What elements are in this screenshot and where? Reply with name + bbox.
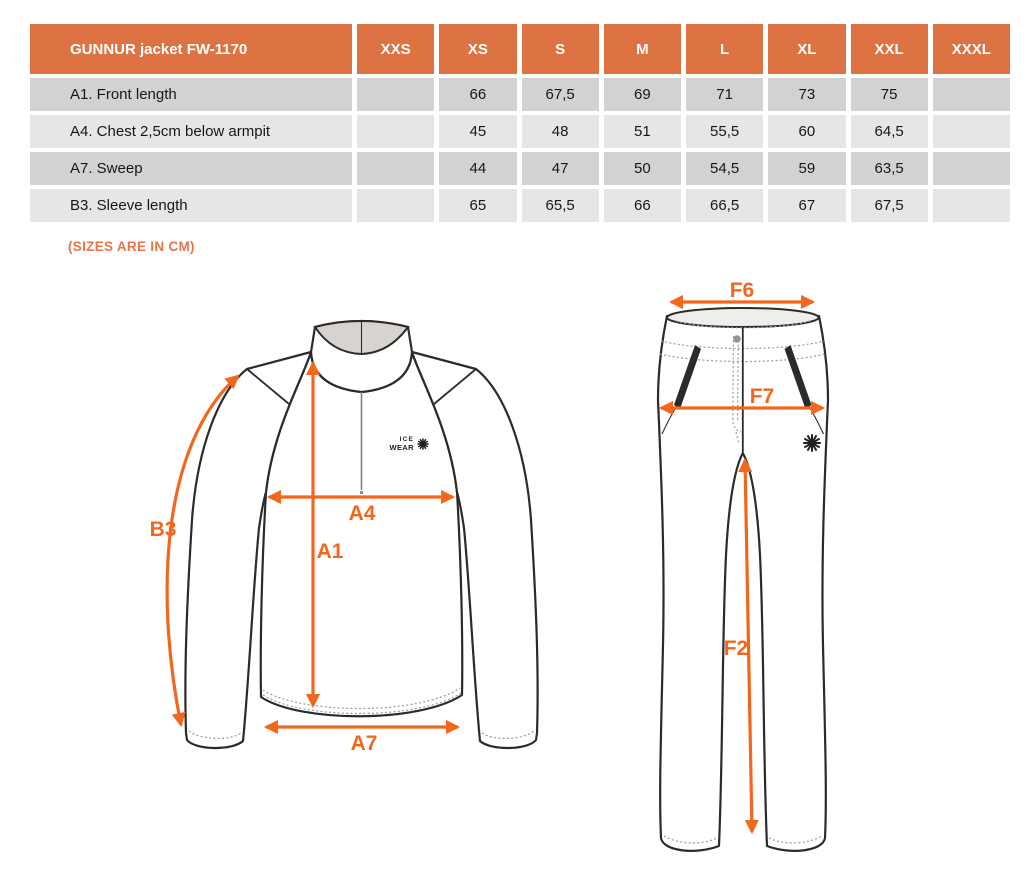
size-value — [357, 189, 435, 222]
jacket-logo: ICE WEAR — [389, 436, 429, 452]
size-value — [932, 115, 1010, 148]
measurement-row-label: A1. Front length — [30, 78, 352, 111]
pants-logo-snowflake-icon — [803, 434, 821, 452]
sizes-unit-note: (SIZES ARE IN CM) — [68, 239, 195, 254]
size-value — [357, 152, 435, 185]
pants-drawing: F6 F7 F2 — [656, 279, 830, 852]
measurement-row-label: A4. Chest 2,5cm below armpit — [30, 115, 352, 148]
pants-label-f2: F2 — [724, 637, 749, 660]
jacket-logo-text-2: WEAR — [389, 443, 414, 452]
size-column-header-l: L — [686, 24, 764, 74]
size-value: 64,5 — [850, 115, 928, 148]
size-value: 60 — [768, 115, 846, 148]
size-value: 65,5 — [521, 189, 599, 222]
jacket-label-a1: A1 — [317, 540, 344, 563]
size-column-header-xs: XS — [439, 24, 517, 74]
size-table: GUNNUR jacket FW-1170 XXS XS S M L XL XXL XXXL A1… — [30, 24, 1010, 222]
size-value: 66 — [603, 189, 681, 222]
table-title: GUNNUR jacket FW-1170 — [30, 24, 352, 74]
jacket-cuff-stitching — [188, 730, 535, 739]
pants-arrow-f2 — [738, 457, 759, 835]
jacket-label-b3: B3 — [150, 518, 177, 541]
jacket-logo-text-1: ICE — [400, 436, 414, 443]
jacket-measurement-arrows — [165, 360, 461, 735]
pants-measurement-arrows — [658, 294, 826, 835]
measurement-row-label: A7. Sweep — [30, 152, 352, 185]
jacket-label-a7: A7 — [351, 732, 378, 755]
size-value: 66,5 — [686, 189, 764, 222]
jacket-logo-snowflake-icon — [417, 438, 429, 450]
jacket-shoulder-seams — [246, 368, 477, 405]
size-value: 69 — [603, 78, 681, 111]
size-value: 66 — [439, 78, 517, 111]
size-value: 44 — [439, 152, 517, 185]
size-column-header-s: S — [521, 24, 599, 74]
size-value: 45 — [439, 115, 517, 148]
size-value: 48 — [521, 115, 599, 148]
size-value: 67 — [768, 189, 846, 222]
size-value: 54,5 — [686, 152, 764, 185]
size-value: 67,5 — [521, 78, 599, 111]
size-value: 73 — [768, 78, 846, 111]
jacket-zipper-pull — [359, 490, 364, 495]
size-column-header-xxxl: XXXL — [932, 24, 1010, 74]
size-value: 65 — [439, 189, 517, 222]
size-value: 47 — [521, 152, 599, 185]
pants-label-f7: F7 — [750, 385, 775, 408]
size-column-header-m: M — [603, 24, 681, 74]
pants-hem-stitching — [663, 835, 823, 844]
size-value: 50 — [603, 152, 681, 185]
size-column-header-xxs: XXS — [357, 24, 435, 74]
size-value: 59 — [768, 152, 846, 185]
size-value — [932, 152, 1010, 185]
size-value: 75 — [850, 78, 928, 111]
pants-label-f6: F6 — [730, 279, 755, 302]
measurement-row-label: B3. Sleeve length — [30, 189, 352, 222]
size-value: 63,5 — [850, 152, 928, 185]
size-column-header-xxl: XXL — [850, 24, 928, 74]
size-value — [357, 115, 435, 148]
jacket-label-a4: A4 — [349, 502, 376, 525]
size-value — [357, 78, 435, 111]
size-value — [932, 189, 1010, 222]
size-value: 51 — [603, 115, 681, 148]
size-column-header-xl: XL — [768, 24, 846, 74]
size-value: 55,5 — [686, 115, 764, 148]
jacket-drawing: ICE WEAR B3 A4 A1 A7 — [150, 319, 539, 755]
size-value — [932, 78, 1010, 111]
jacket-right-sleeve-outline — [410, 350, 539, 750]
pants-button — [733, 335, 741, 343]
jacket-arrow-b3 — [165, 374, 240, 728]
size-value: 71 — [686, 78, 764, 111]
size-value: 67,5 — [850, 189, 928, 222]
